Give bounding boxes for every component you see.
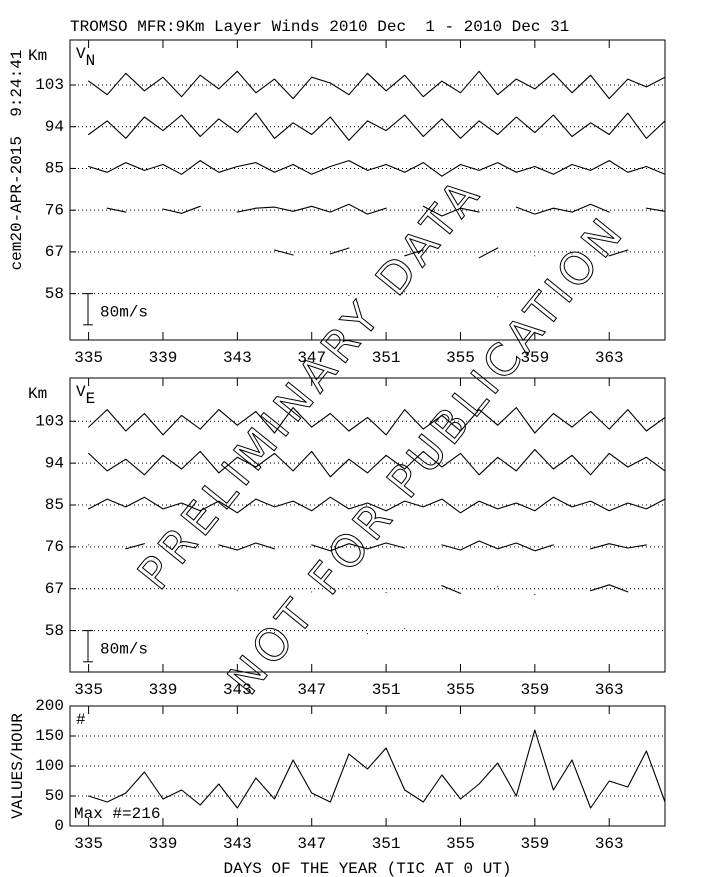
y-tick-label: 67 — [45, 580, 64, 598]
data-line — [273, 628, 406, 635]
x-tick-label: 347 — [297, 835, 326, 853]
x-tick-label: 343 — [223, 349, 252, 367]
x-axis-label: DAYS OF THE YEAR (TIC AT 0 UT) — [223, 860, 511, 877]
x-tick-label: 335 — [74, 681, 103, 699]
x-tick-label: 347 — [297, 681, 326, 699]
x-tick-label: 339 — [149, 349, 178, 367]
x-tick-label: 355 — [446, 835, 475, 853]
x-tick-label: 355 — [446, 681, 475, 699]
y-tick-label: 200 — [35, 697, 64, 715]
y-axis-label: Km — [28, 47, 47, 65]
y-tick-label: 85 — [45, 496, 64, 514]
y-tick-label: 100 — [35, 757, 64, 775]
data-line — [88, 112, 666, 141]
data-line — [88, 407, 666, 436]
data-line — [88, 540, 647, 552]
y-tick-label: 85 — [45, 160, 64, 178]
x-tick-label: 359 — [520, 681, 549, 699]
panel-label-main: V — [76, 45, 86, 63]
x-tick-label: 343 — [223, 835, 252, 853]
scale-bar-label: 80m/s — [100, 640, 148, 658]
x-tick-label: 339 — [149, 681, 178, 699]
x-tick-label: 351 — [372, 349, 401, 367]
x-tick-label: 363 — [595, 681, 624, 699]
panel-label-sub: E — [86, 390, 96, 408]
x-tick-label: 335 — [74, 835, 103, 853]
data-line — [348, 291, 499, 298]
data-line — [106, 203, 666, 217]
y-tick-label: 0 — [54, 817, 64, 835]
data-line — [88, 729, 666, 809]
y-tick-label: 50 — [45, 787, 64, 805]
data-line — [88, 160, 666, 177]
max-label: Max #=216 — [74, 805, 160, 823]
x-tick-label: 359 — [520, 349, 549, 367]
chart-title: TROMSO MFR:9Km Layer Winds 2010 Dec 1 - … — [70, 18, 569, 36]
x-tick-label: 335 — [74, 349, 103, 367]
data-line — [236, 584, 666, 596]
y-tick-label: 58 — [45, 622, 64, 640]
y-axis-label: VALUES/HOUR — [9, 713, 27, 819]
y-tick-label: 76 — [45, 201, 64, 219]
x-tick-label: 343 — [223, 681, 252, 699]
y-tick-label: 67 — [45, 243, 64, 261]
panel-label: VN — [76, 45, 95, 70]
data-line — [88, 448, 666, 478]
plot-frame — [69, 39, 666, 341]
y-tick-label: 150 — [35, 727, 64, 745]
y-tick-label: 94 — [45, 454, 64, 472]
x-tick-label: 355 — [446, 349, 475, 367]
data-line — [273, 247, 666, 259]
x-tick-label: 339 — [149, 835, 178, 853]
x-tick-label: 363 — [595, 349, 624, 367]
x-tick-label: 351 — [372, 835, 401, 853]
x-tick-label: 359 — [520, 835, 549, 853]
data-line — [88, 70, 666, 100]
y-tick-label: 76 — [45, 538, 64, 556]
data-line — [88, 496, 666, 514]
y-tick-label: 58 — [45, 285, 64, 303]
watermark: PRELIMINARY DATA — [128, 171, 489, 599]
y-tick-label: 94 — [45, 118, 64, 136]
panel-label: VE — [76, 383, 95, 408]
x-tick-label: 351 — [372, 681, 401, 699]
annotation: # — [76, 711, 86, 729]
x-tick-label: 363 — [595, 835, 624, 853]
scale-bar-label: 80m/s — [100, 303, 148, 321]
panel-label-sub: N — [86, 52, 96, 70]
x-tick-label: 347 — [297, 349, 326, 367]
y-axis-label: Km — [28, 385, 47, 403]
panel-label-main: V — [76, 383, 86, 401]
y-tick-label: 103 — [35, 412, 64, 430]
y-tick-label: 103 — [35, 76, 64, 94]
plot-frame — [69, 377, 666, 673]
side-label: cem20-APR-2015 9:24:41 — [8, 50, 26, 271]
